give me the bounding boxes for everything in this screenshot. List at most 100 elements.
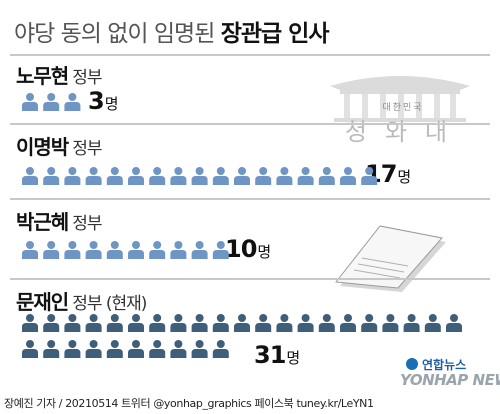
person-icon: [382, 314, 399, 332]
blue-house-icon: [330, 76, 470, 122]
person-icon: [340, 167, 356, 185]
person-icon: [106, 340, 123, 358]
person-icon: [22, 93, 38, 111]
person-icon: [276, 314, 293, 332]
person-icon: [85, 241, 102, 259]
person-icon: [255, 314, 272, 332]
person-icon: [318, 314, 335, 332]
person-icon: [212, 340, 229, 358]
person-icon: [128, 167, 144, 185]
person-icon: [43, 93, 60, 111]
palace-name: 청와대: [344, 118, 466, 146]
government-name: 문재인: [16, 290, 69, 314]
person-icon: [43, 241, 60, 259]
count-value: 10: [225, 235, 257, 263]
government-label-lee: 이명박 정부: [16, 131, 102, 160]
government-label-roh: 노무현 정부: [16, 60, 102, 89]
document-icon: [335, 225, 446, 292]
person-icon: [318, 167, 335, 185]
person-icon: [22, 167, 38, 185]
person-icon: [64, 93, 81, 111]
person-icon: [403, 314, 420, 332]
person-icon: [191, 167, 208, 185]
person-icon: [149, 314, 166, 332]
person-icon: [234, 167, 250, 185]
government-suffix: 정부: [72, 139, 102, 159]
person-icon: [85, 340, 102, 358]
government-name: 노무현: [16, 64, 69, 88]
title-bold: 장관급 인사: [220, 21, 330, 47]
person-icon: [255, 167, 272, 185]
person-icon: [191, 340, 208, 358]
government-suffix: 정부: [72, 214, 102, 234]
person-icon: [128, 340, 144, 358]
count-unit: 명: [286, 349, 300, 367]
count-park: 10명: [225, 235, 271, 263]
government-name: 이명박: [16, 135, 69, 159]
count-unit: 명: [104, 95, 119, 113]
government-label-moon: 문재인 정부 (현재): [16, 286, 147, 315]
divider: [10, 198, 490, 200]
person-icon: [106, 241, 123, 259]
person-icon: [128, 314, 144, 332]
divider: [10, 278, 490, 280]
person-icon: [64, 340, 81, 358]
person-icon: [446, 314, 462, 332]
person-icon: [170, 314, 187, 332]
divider: [10, 123, 490, 125]
government-suffix: 정부 (현재): [72, 294, 147, 314]
person-icon: [170, 167, 187, 185]
count-value: 3: [88, 87, 105, 115]
person-icon: [212, 241, 229, 259]
person-icon: [43, 314, 60, 332]
person-icon: [22, 314, 38, 332]
person-icon: [191, 241, 208, 259]
person-icon: [128, 241, 144, 259]
person-icon: [361, 167, 378, 185]
person-icon: [22, 340, 38, 358]
person-icon: [43, 167, 60, 185]
person-icon: [64, 167, 81, 185]
person-icon: [22, 241, 38, 259]
government-label-park: 박근혜 정부: [16, 206, 102, 235]
credit-footer: 장예진 기자 / 20210514 트위터 @yonhap_graphics 페…: [4, 397, 374, 410]
government-suffix: 정부: [72, 68, 102, 88]
person-icon: [149, 340, 166, 358]
palace-caption: 대한민국: [382, 103, 424, 113]
person-icon: [276, 167, 293, 185]
person-icon: [149, 167, 166, 185]
person-icon: [43, 340, 60, 358]
logo-english: YONHAP NEWS: [400, 371, 500, 389]
person-icon: [170, 241, 187, 259]
person-icon: [106, 167, 123, 185]
person-icon: [85, 167, 102, 185]
title-light: 야당 동의 없이 임명된: [14, 21, 215, 47]
person-icon: [212, 167, 229, 185]
person-icon: [361, 314, 378, 332]
government-name: 박근혜: [16, 210, 69, 234]
count-moon: 31명: [254, 341, 300, 369]
person-icon: [85, 314, 102, 332]
person-icon: [297, 167, 314, 185]
count-value: 31: [254, 341, 286, 369]
person-icon: [64, 241, 81, 259]
person-icon: [234, 314, 250, 332]
divider: [10, 54, 490, 56]
yonhap-logo: 연합뉴스 YONHAP NEWS: [400, 358, 500, 392]
person-icon: [64, 314, 81, 332]
count-roh: 3명: [88, 87, 119, 115]
person-icon: [170, 340, 187, 358]
person-icon: [191, 314, 208, 332]
logo-korean: 연합뉴스: [422, 358, 467, 372]
chart-title: 야당 동의 없이 임명된 장관급 인사: [14, 14, 494, 48]
person-icon: [424, 314, 441, 332]
person-icon: [340, 314, 356, 332]
person-icon: [106, 314, 123, 332]
person-icon: [297, 314, 314, 332]
person-icon: [149, 241, 166, 259]
count-unit: 명: [257, 243, 271, 261]
person-icon: [212, 314, 229, 332]
yonhap-logo-icon: [406, 358, 418, 370]
count-unit: 명: [397, 168, 411, 186]
